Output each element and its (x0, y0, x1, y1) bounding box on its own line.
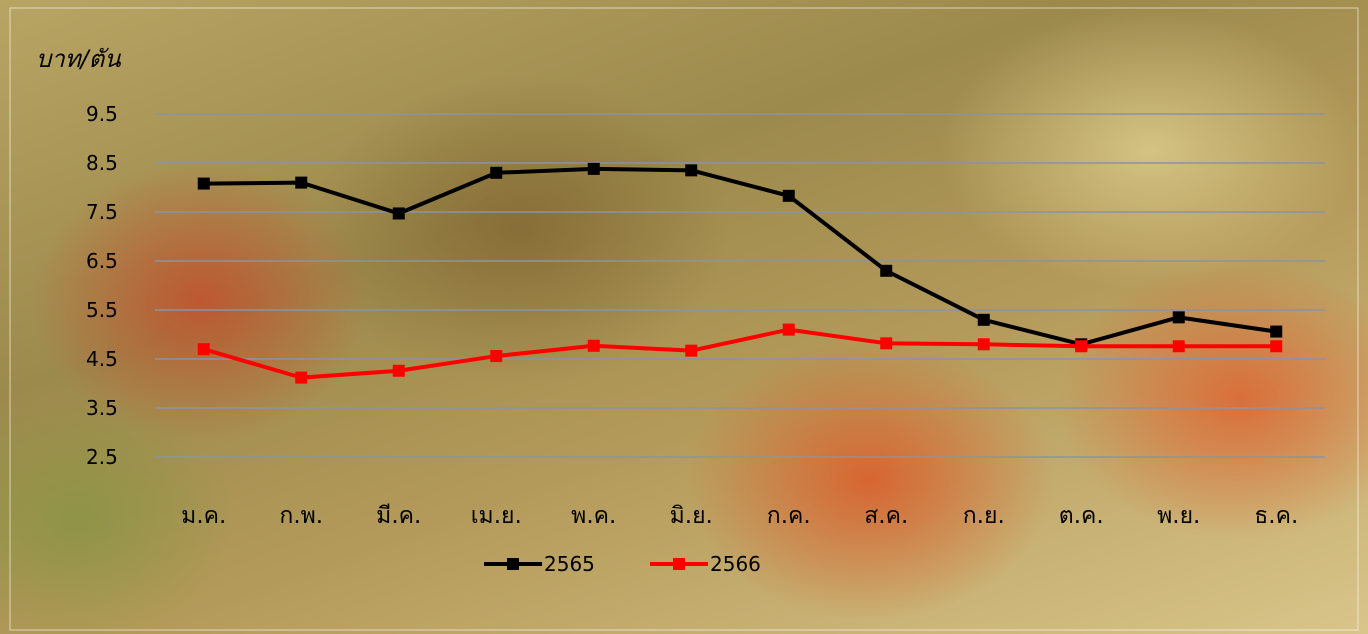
data-point (295, 176, 308, 189)
y-tick-label: 8.5 (86, 151, 118, 175)
data-point (880, 264, 893, 277)
y-axis-label: บาท/ตัน (36, 45, 121, 73)
series-line (203, 166, 1277, 347)
data-point (490, 350, 503, 363)
series-line (203, 327, 1277, 380)
x-tick-label: เม.ย. (471, 503, 522, 529)
x-tick-label: มี.ค. (376, 503, 421, 529)
data-point (977, 313, 990, 326)
data-point (782, 323, 795, 336)
x-tick-label: พ.ค. (571, 503, 616, 529)
gridlines (155, 113, 1325, 458)
y-tick-label: 3.5 (86, 396, 118, 420)
data-point (392, 364, 405, 377)
y-tick-label: 2.5 (86, 445, 118, 469)
x-tick-label: ก.พ. (279, 503, 323, 529)
data-point (1172, 311, 1185, 324)
data-point (782, 189, 795, 202)
legend: 2565 2566 (484, 552, 761, 576)
data-point (197, 177, 210, 190)
data-point (685, 164, 698, 177)
data-point (587, 339, 600, 352)
x-tick-label: ธ.ค. (1254, 503, 1298, 529)
legend-label: 2565 (544, 552, 595, 576)
y-tick-label: 6.5 (86, 249, 118, 273)
y-tick-label: 7.5 (86, 200, 118, 224)
data-point (1270, 340, 1283, 353)
data-point (490, 166, 503, 179)
data-point (392, 207, 405, 220)
series-group (197, 162, 1283, 384)
x-tick-label: พ.ย. (1157, 503, 1200, 529)
x-tick-label: ม.ค. (181, 503, 226, 529)
x-tick-labels: ม.ค. ก.พ. มี.ค. เม.ย. พ.ค. มิ.ย. ก.ค. ส.ค. ก.ย. ต… (181, 503, 1298, 529)
y-tick-label: 5.5 (86, 298, 118, 322)
x-tick-label: ส.ค. (864, 503, 908, 529)
data-point (1172, 340, 1185, 353)
data-point (880, 337, 893, 350)
data-point (295, 371, 308, 384)
x-tick-label: ต.ค. (1059, 503, 1104, 529)
data-point (197, 343, 210, 356)
chart-border (9, 7, 1359, 631)
data-point (1270, 325, 1283, 338)
data-point (1075, 340, 1088, 353)
data-point (977, 338, 990, 351)
legend-swatch-marker (507, 558, 519, 570)
data-point (685, 344, 698, 357)
data-point (587, 162, 600, 175)
x-tick-label: ก.ย. (963, 503, 1005, 529)
y-tick-labels: 9.5 8.5 7.5 6.5 5.5 4.5 3.5 2.5 (86, 102, 118, 469)
x-tick-label: ก.ค. (767, 503, 811, 529)
legend-swatch-marker (673, 558, 685, 570)
series-2565 (197, 162, 1283, 351)
y-tick-label: 9.5 (86, 102, 118, 126)
legend-label: 2566 (710, 552, 761, 576)
y-tick-label: 4.5 (86, 347, 118, 371)
series-2566 (197, 323, 1283, 384)
x-tick-label: มิ.ย. (670, 503, 713, 529)
